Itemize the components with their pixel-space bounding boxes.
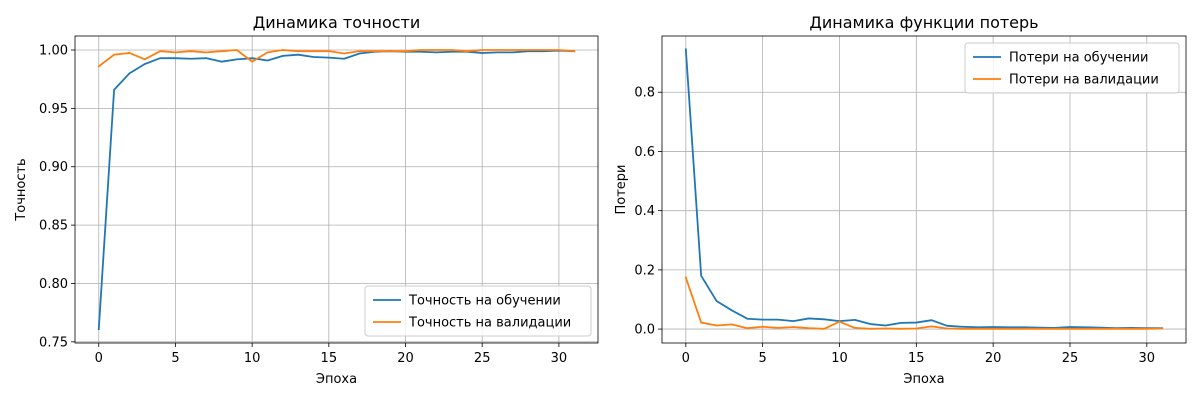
- x-tick-label: 10: [244, 351, 261, 366]
- plot-frame: [74, 35, 599, 344]
- x-tick-label: 10: [831, 351, 848, 366]
- y-tick-label: 0.80: [39, 277, 68, 292]
- x-tick-label: 20: [397, 351, 414, 366]
- x-axis-label: Эпоха: [903, 372, 944, 387]
- x-tick-label: 0: [95, 351, 103, 366]
- x-tick-label: 25: [474, 351, 491, 366]
- chart-title: Динамика функции потерь: [809, 13, 1038, 32]
- chart-title: Динамика точности: [253, 13, 421, 32]
- y-tick-label: 0.4: [634, 204, 655, 219]
- x-tick-label: 5: [171, 351, 179, 366]
- legend: Точность на обучении Точность на валидаци…: [364, 285, 592, 337]
- legend-label: Потери на обучении: [1009, 51, 1148, 66]
- legend: Потери на обучении Потери на валидации: [964, 42, 1180, 94]
- y-tick-label: 0.95: [39, 102, 68, 117]
- y-tick-label: 0.6: [634, 145, 655, 160]
- legend-box: [364, 285, 592, 337]
- series-line-train: [684, 48, 1164, 330]
- x-tick-label: 30: [1139, 351, 1156, 366]
- y-tick-label: 0.8: [634, 86, 655, 101]
- loss-chart: 0 5 10 15 20 25 30 0.0 0.2 0.4 0.6 0.8 Динамика функ…: [614, 13, 1187, 387]
- y-tick-label: 0.85: [39, 219, 68, 234]
- x-tick-label: 0: [682, 351, 690, 366]
- x-axis-label: Эпоха: [316, 372, 357, 387]
- x-tick-label: 20: [985, 351, 1002, 366]
- series-line-validation: [684, 276, 1164, 330]
- legend-label: Точность на обучении: [408, 294, 561, 309]
- y-tick-label: 0.0: [634, 323, 655, 338]
- x-tick-label: 25: [1062, 351, 1079, 366]
- series-line-train: [97, 49, 576, 330]
- accuracy-chart: 0 5 10 15 20 25 30 0.75 0.80 0.85 0.90 0.95 1.00 Дина…: [14, 13, 599, 387]
- x-tick-label: 30: [551, 351, 568, 366]
- legend-label: Потери на валидации: [1009, 73, 1159, 88]
- legend-box: [964, 42, 1180, 94]
- y-tick-label: 0.75: [39, 335, 68, 350]
- x-tick-label: 15: [908, 351, 925, 366]
- x-tick-label: 15: [321, 351, 338, 366]
- y-tick-label: 0.90: [39, 160, 68, 175]
- series-line-validation: [97, 49, 576, 68]
- y-axis-label: Потери: [614, 164, 629, 214]
- x-tick-label: 5: [759, 351, 767, 366]
- y-tick-label: 0.2: [634, 263, 655, 278]
- legend-label: Точность на валидации: [408, 316, 571, 331]
- y-tick-label: 1.00: [39, 44, 68, 59]
- y-axis-label: Точность: [14, 158, 29, 221]
- plot-frame: [661, 35, 1187, 344]
